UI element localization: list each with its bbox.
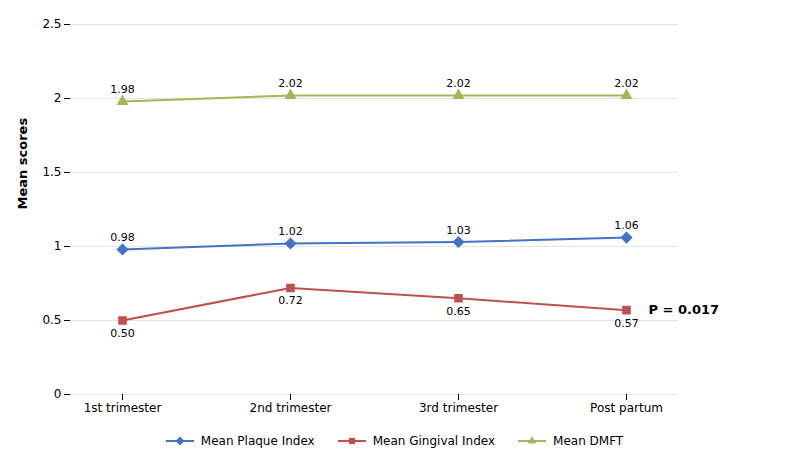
svg-text:1.02: 1.02 — [278, 225, 303, 238]
svg-text:2nd trimester: 2nd trimester — [250, 401, 332, 415]
svg-text:2.5: 2.5 — [42, 17, 61, 31]
svg-text:1.03: 1.03 — [446, 224, 471, 237]
svg-text:1: 1 — [54, 239, 62, 253]
html-text:Mean DMFT: Mean DMFT — [553, 434, 624, 448]
svg-text:0.72: 0.72 — [278, 294, 303, 307]
svg-text:1.06: 1.06 — [614, 219, 639, 232]
svg-text:0.5: 0.5 — [42, 313, 61, 327]
svg-text:0.50: 0.50 — [110, 327, 135, 340]
svg-text:1.5: 1.5 — [42, 165, 61, 179]
html-text:Mean Plaque Index: Mean Plaque Index — [200, 434, 315, 448]
svg-text:Post partum: Post partum — [590, 401, 663, 415]
svg-text:2.02: 2.02 — [614, 77, 639, 90]
svg-text:1.98: 1.98 — [110, 83, 135, 96]
svg-text:0: 0 — [54, 387, 62, 401]
svg-text:0.57: 0.57 — [614, 317, 639, 330]
svg-text:2.02: 2.02 — [278, 77, 303, 90]
svg-text:Mean scores: Mean scores — [15, 118, 30, 210]
svg-text:2: 2 — [54, 91, 62, 105]
svg-text:2.02: 2.02 — [446, 77, 471, 90]
svg-text:P = 0.017: P = 0.017 — [649, 302, 720, 317]
svg-text:0.65: 0.65 — [446, 305, 471, 318]
html-text:Mean Gingival Index: Mean Gingival Index — [372, 434, 495, 448]
svg-text:3rd trimester: 3rd trimester — [419, 401, 498, 415]
svg-text:0.98: 0.98 — [110, 231, 135, 244]
svg-text:1st trimester: 1st trimester — [84, 401, 162, 415]
